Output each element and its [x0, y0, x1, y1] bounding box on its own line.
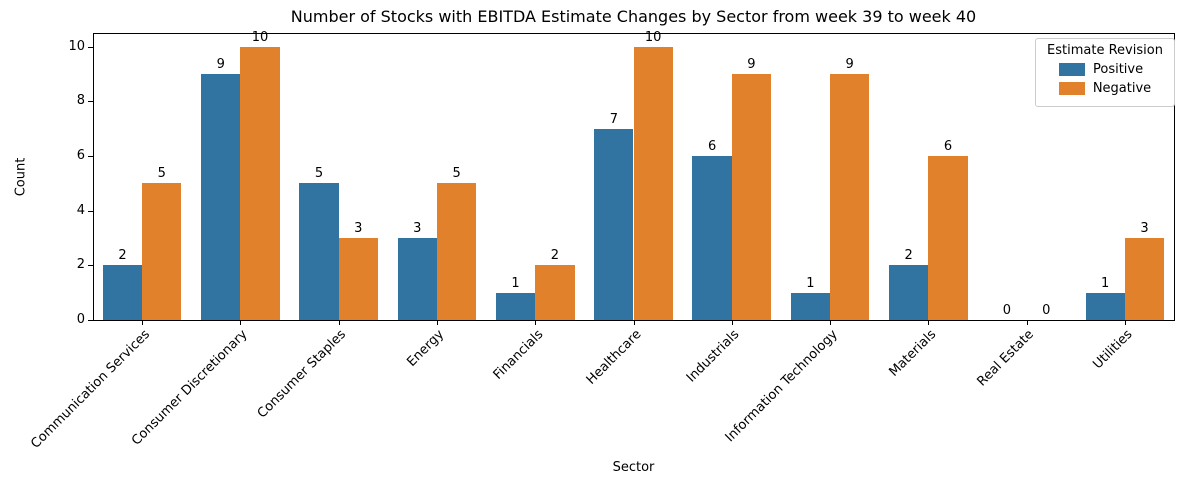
bar-positive	[692, 156, 732, 320]
bar-negative	[1124, 238, 1165, 320]
y-tick-mark	[88, 156, 93, 157]
legend-item-positive: Positive	[1042, 62, 1168, 77]
x-tick-mark	[1124, 320, 1126, 325]
y-tick-label: 8	[76, 93, 85, 109]
legend-label-positive: Positive	[1093, 62, 1144, 77]
bar-positive	[397, 238, 437, 320]
x-tick-mark	[240, 320, 242, 325]
y-axis-label: Count	[13, 157, 29, 197]
x-tick-mark	[1026, 320, 1028, 325]
x-tick-label: Healthcare	[583, 327, 645, 388]
bar-value-label: 10	[251, 29, 269, 45]
y-tick-label: 10	[68, 38, 85, 54]
x-tick-mark	[731, 320, 733, 325]
x-tick-mark	[338, 320, 340, 325]
bar-positive	[594, 128, 634, 320]
bar-negative	[830, 74, 870, 320]
bar-negative	[731, 74, 772, 320]
y-tick-label: 4	[76, 202, 85, 218]
legend-item-negative: Negative	[1042, 81, 1168, 96]
y-tick-mark	[88, 210, 93, 212]
x-tick-label: Real Estate	[974, 327, 1038, 390]
x-tick-mark	[830, 320, 832, 325]
bar-value-label: 6	[707, 139, 717, 154]
x-tick-label: Consumer Discretionary	[129, 327, 252, 449]
bar-value-label: 2	[550, 248, 559, 264]
bar-value-label: 3	[413, 221, 422, 236]
bar-positive	[889, 265, 929, 320]
y-tick-label: 6	[76, 148, 85, 163]
bar-value-label: 5	[452, 166, 461, 182]
y-tick-label: 2	[76, 257, 85, 273]
negative-series-swatch-icon	[1058, 82, 1085, 95]
bar-value-label: 3	[1140, 221, 1149, 236]
bar-value-label: 5	[157, 166, 166, 182]
bar-value-label: 1	[511, 275, 520, 291]
bar-value-label: 6	[943, 139, 953, 154]
bar-value-label: 9	[747, 57, 756, 72]
bar-value-label: 9	[216, 57, 225, 72]
x-tick-label: Materials	[886, 327, 939, 380]
x-tick-mark	[142, 320, 144, 325]
bar-value-label: 0	[1042, 303, 1051, 318]
legend: Estimate Revision Positive Negative	[1035, 38, 1175, 107]
bar-positive	[102, 265, 143, 320]
bar-value-label: 1	[806, 275, 815, 291]
bar-value-label: 2	[118, 248, 127, 264]
x-tick-label: Energy	[404, 327, 448, 370]
bar-negative	[436, 183, 477, 320]
bar-value-label: 7	[609, 111, 618, 127]
y-tick-label: 0	[76, 312, 85, 327]
x-tick-label: Consumer Staples	[254, 327, 350, 422]
bar-value-label: 3	[354, 221, 363, 236]
x-tick-label: Utilities	[1090, 327, 1136, 373]
bar-negative	[633, 46, 673, 320]
bar-value-label: 1	[1101, 275, 1110, 291]
bar-value-label: 0	[1002, 303, 1012, 318]
bar-negative	[240, 46, 280, 320]
x-tick-mark	[535, 320, 537, 325]
legend-title: Estimate Revision	[1047, 43, 1163, 58]
x-axis-label: Sector	[612, 460, 655, 475]
bar-negative	[535, 265, 575, 320]
bar-negative	[338, 238, 378, 320]
y-tick-mark	[88, 320, 93, 321]
x-tick-mark	[436, 320, 438, 325]
x-tick-label: Information Technology	[722, 327, 841, 446]
bar-negative	[928, 156, 968, 320]
bar-positive	[495, 292, 536, 320]
bar-positive	[1085, 292, 1125, 320]
positive-series-swatch-icon	[1059, 63, 1085, 76]
y-tick-mark	[88, 46, 93, 48]
bar-negative	[142, 183, 182, 320]
x-tick-label: Industrials	[683, 327, 743, 386]
bar-positive	[790, 292, 831, 320]
bar-value-label: 9	[845, 57, 854, 72]
y-tick-mark	[88, 101, 93, 103]
bar-value-label: 5	[314, 166, 324, 182]
x-tick-label: Financials	[490, 327, 546, 383]
bar-value-label: 10	[644, 29, 662, 45]
x-tick-mark	[633, 320, 635, 325]
bar-positive	[201, 74, 241, 320]
y-tick-mark	[88, 265, 93, 267]
legend-label-negative: Negative	[1092, 81, 1152, 96]
bar-positive	[299, 183, 339, 320]
chart-title: Number of Stocks with EBITDA Estimate Ch…	[290, 7, 977, 26]
x-tick-mark	[928, 320, 930, 325]
bar-value-label: 2	[904, 248, 913, 264]
